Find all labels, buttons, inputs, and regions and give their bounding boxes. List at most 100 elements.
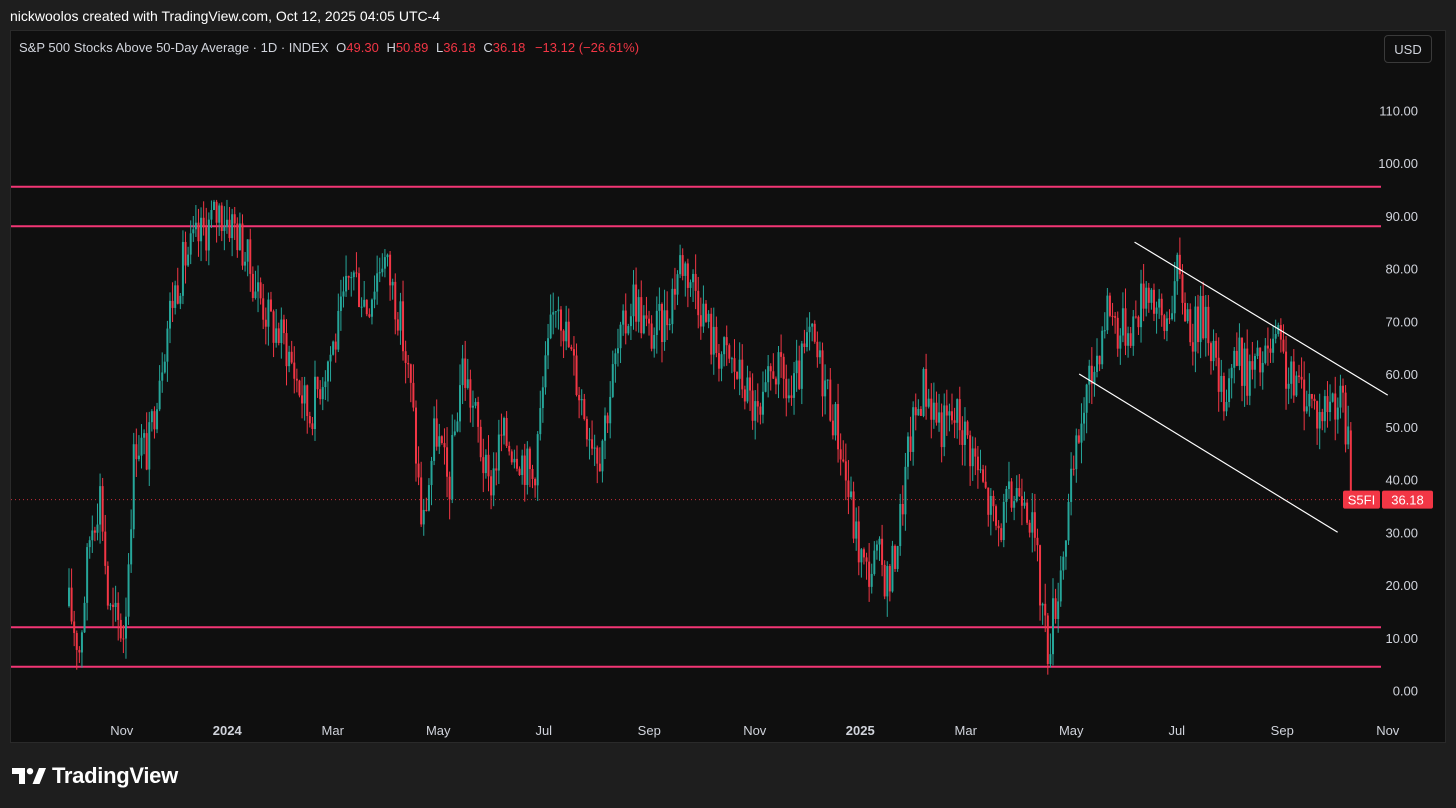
candle-body [793, 373, 796, 398]
candle-body [1292, 361, 1295, 396]
candle-body [1318, 412, 1321, 429]
candle-body [257, 282, 260, 292]
currency-button[interactable]: USD [1384, 35, 1432, 63]
candle-body [228, 219, 231, 239]
candle-body [606, 415, 609, 424]
candle-body [559, 309, 562, 331]
candle-body [751, 390, 754, 421]
candle-body [399, 301, 402, 331]
candle-body [961, 430, 964, 445]
candle-body [565, 321, 568, 342]
candle-body [1140, 283, 1143, 328]
candle-body [254, 291, 257, 298]
price-chart[interactable]: 0.00 10.00 20.00 30.00 40.00 50.00 60.00 70.00 8… [11, 31, 1447, 744]
x-tick-label: Nov [110, 723, 134, 738]
candle-body [769, 366, 772, 372]
symbol-title: S&P 500 Stocks Above 50-Day Average · 1D… [19, 40, 329, 55]
candle-body [1051, 598, 1054, 655]
candle-body [168, 300, 171, 329]
candle-body [715, 326, 718, 354]
candle-body [189, 233, 192, 255]
tradingview-logo[interactable]: TradingView [12, 763, 178, 788]
candle-body [329, 354, 332, 362]
candle-body [503, 418, 506, 436]
candle-body [1308, 393, 1311, 407]
candle-body [1155, 307, 1158, 314]
candle-body [702, 303, 705, 327]
candle-body [850, 491, 853, 498]
y-tick-label: 80.00 [1385, 262, 1418, 277]
candle-body [601, 440, 604, 472]
candle-body [433, 418, 436, 461]
candle-body [363, 299, 366, 307]
open-value: 49.30 [346, 40, 379, 55]
candle-body [148, 422, 151, 470]
candle-body [1059, 570, 1062, 602]
x-tick-label: Jul [1168, 723, 1185, 738]
candle-body [1336, 407, 1339, 420]
candle-body [1096, 355, 1099, 372]
candle-body [1202, 295, 1205, 339]
channel-lower-line [1078, 373, 1338, 533]
candle-body [1347, 426, 1350, 445]
candle-body [906, 436, 909, 467]
candle-body [798, 360, 801, 389]
candle-body [536, 434, 539, 486]
price-tag-value: 36.18 [1391, 493, 1424, 508]
candle-body [705, 303, 708, 322]
candle-body [515, 458, 518, 469]
candle-body [557, 309, 560, 312]
candle-body [1057, 601, 1060, 619]
candle-body [787, 395, 790, 399]
candle-body [350, 277, 353, 279]
candle-body [1184, 302, 1187, 322]
candle-body [1145, 287, 1148, 309]
candle-body [736, 371, 739, 379]
price-tag-value-box [1382, 490, 1433, 509]
candle-body [1173, 281, 1176, 314]
candle-body [1326, 396, 1329, 413]
candle-body [1152, 289, 1155, 314]
candle-body [614, 353, 617, 365]
candle-body [313, 376, 316, 430]
price-tag-symbol: S5FI [1348, 493, 1375, 508]
candle-body [697, 290, 700, 316]
candle-body [101, 486, 104, 532]
candle-body [1279, 325, 1282, 340]
candle-body [712, 326, 715, 355]
candle-body [288, 351, 291, 367]
candle-body [1150, 289, 1153, 303]
x-tick-label: Mar [322, 723, 345, 738]
low-label: L [436, 40, 444, 55]
candle-body [865, 557, 868, 562]
candle-body [919, 408, 922, 416]
candle-body [1064, 540, 1067, 557]
candle-body [963, 421, 966, 445]
y-tick-label: 0.00 [1393, 684, 1418, 699]
candle-body [831, 420, 834, 436]
candle-body [966, 421, 969, 436]
tradingview-brand: TradingView [52, 763, 178, 788]
candle-body [1158, 298, 1161, 308]
candle-body [743, 389, 746, 402]
candle-body [112, 604, 115, 608]
candle-body [355, 272, 358, 274]
candle-body [881, 538, 884, 565]
candle-body [259, 282, 262, 299]
candle-body [1266, 345, 1269, 349]
candle-body [378, 272, 381, 274]
candle-body [117, 602, 120, 620]
candle-body [153, 411, 156, 430]
candle-body [345, 275, 348, 292]
candle-body [158, 380, 161, 410]
candle-body [277, 328, 280, 344]
candle-body [78, 649, 81, 653]
candle-body [484, 454, 487, 474]
candle-body [91, 530, 94, 541]
chart-panel[interactable]: 0.00 10.00 20.00 30.00 40.00 50.00 60.00 70.00 8… [10, 30, 1446, 743]
candle-body [394, 281, 397, 320]
candle-body [1209, 343, 1212, 362]
candle-body [943, 405, 946, 448]
candle-body [456, 421, 459, 432]
candle-body [459, 385, 462, 422]
